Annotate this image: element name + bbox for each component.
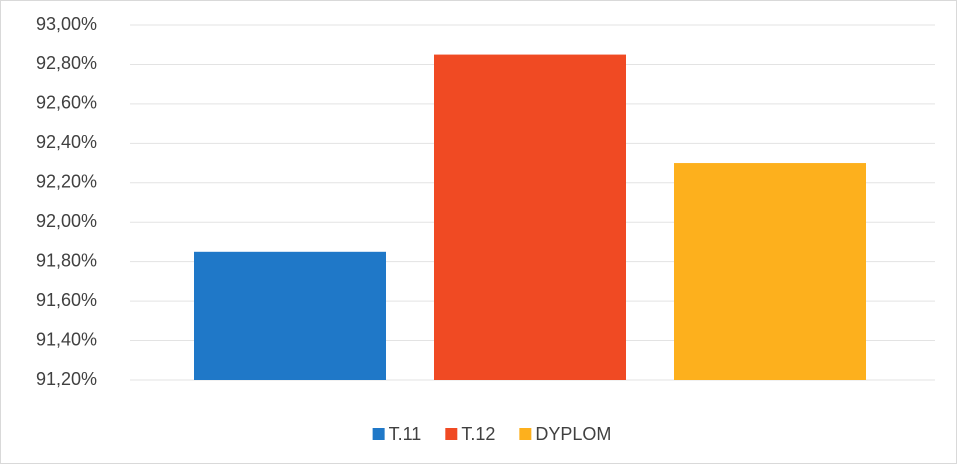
y-tick-label: 92,00% <box>36 211 97 231</box>
y-tick-label: 91,20% <box>36 369 97 389</box>
legend-label: T.12 <box>461 424 495 444</box>
bar <box>194 251 386 380</box>
y-tick-label: 91,40% <box>36 329 97 349</box>
bar <box>434 54 626 380</box>
y-tick-label: 92,20% <box>36 172 97 192</box>
bar <box>674 163 866 380</box>
y-tick-label: 92,60% <box>36 93 97 113</box>
legend-swatch <box>372 428 385 440</box>
y-tick-label: 93,00% <box>36 14 97 34</box>
legend-swatch <box>519 428 532 440</box>
y-tick-label: 91,60% <box>36 290 97 310</box>
y-tick-label: 92,80% <box>36 53 97 73</box>
legend-swatch <box>445 428 458 440</box>
y-tick-label: 92,40% <box>36 132 97 152</box>
legend-label: T.11 <box>389 424 422 444</box>
y-tick-label: 91,80% <box>36 250 97 270</box>
legend-label: DYPLOM <box>535 424 611 444</box>
